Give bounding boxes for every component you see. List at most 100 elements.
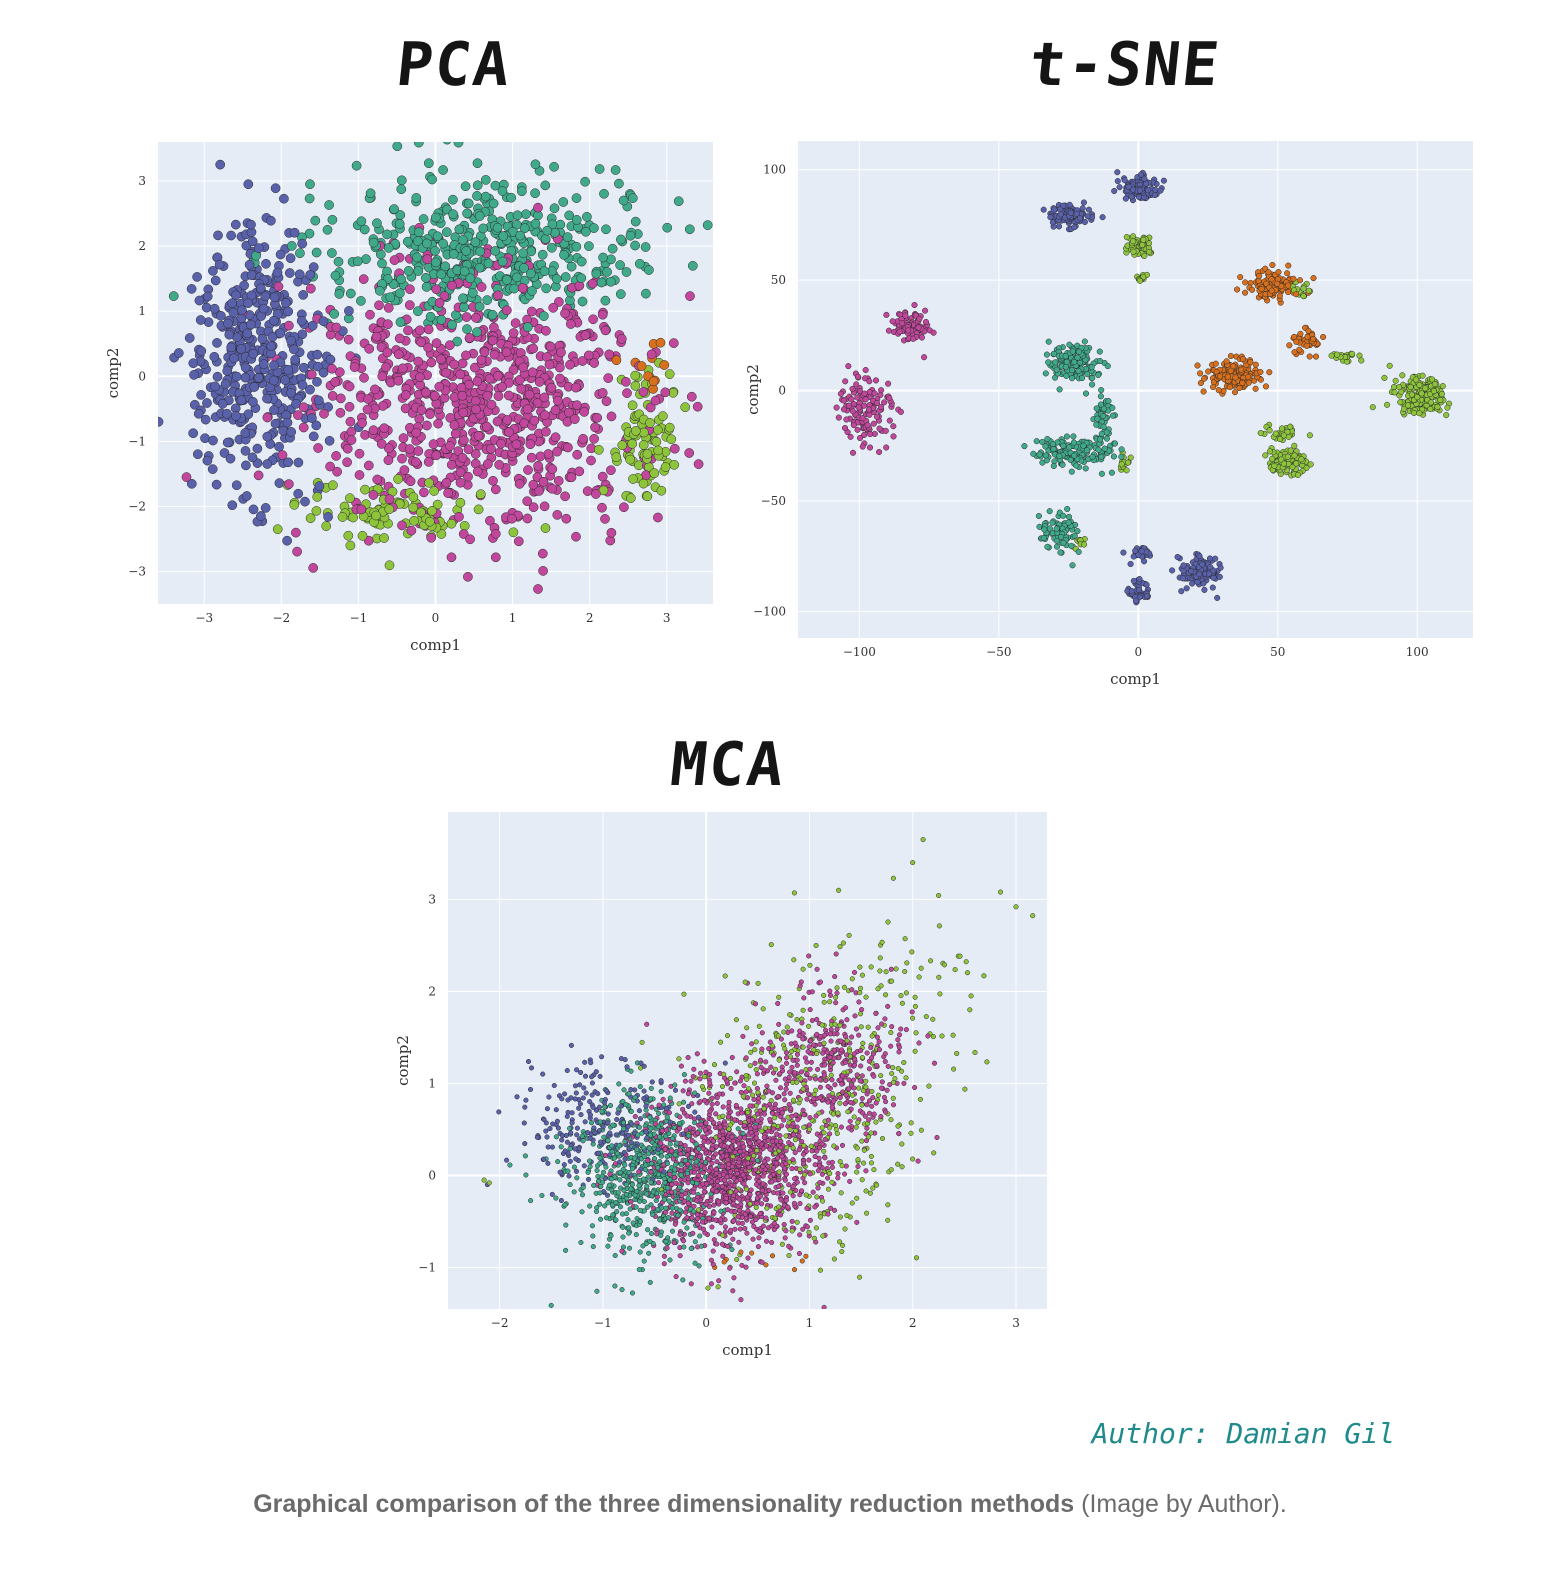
mca-point: [788, 1048, 795, 1054]
pca-point: [280, 298, 291, 308]
tsne-point: [1136, 576, 1143, 583]
pca-point: [514, 479, 525, 489]
pca-point: [257, 333, 268, 344]
tsne-point: [1212, 360, 1219, 367]
tsne-x-tick-label: −50: [986, 645, 1011, 659]
pca-point: [330, 377, 341, 387]
mca-point: [563, 1222, 569, 1228]
pca-point: [600, 295, 611, 306]
pca-point: [286, 387, 296, 398]
tsne-point: [849, 385, 856, 392]
tsne-point: [1178, 588, 1185, 595]
pca-point: [577, 296, 588, 307]
mca-point: [844, 1212, 850, 1219]
pca-point: [439, 291, 450, 301]
pca-x-tick-label: 2: [586, 611, 594, 625]
pca-point: [492, 416, 503, 427]
pca-point: [208, 266, 218, 276]
tsne-point: [1060, 442, 1067, 449]
mca-point: [817, 1145, 823, 1151]
pca-point: [418, 214, 429, 224]
pca-point: [446, 552, 457, 563]
mca-point: [909, 1009, 915, 1015]
pca-point: [526, 306, 537, 317]
mca-point: [571, 1164, 577, 1170]
tsne-point: [1105, 397, 1112, 405]
tsne-point: [1407, 383, 1414, 391]
mca-point: [744, 1230, 750, 1236]
mca-point: [769, 1253, 776, 1259]
pca-point: [248, 396, 258, 407]
pca-point: [332, 466, 342, 477]
tsne-point: [846, 402, 853, 409]
mca-point: [667, 1257, 673, 1263]
pca-point: [528, 479, 539, 490]
tsne-point: [1418, 390, 1425, 397]
tsne-point: [897, 408, 904, 415]
pca-point: [449, 420, 460, 430]
tsne-point: [835, 414, 842, 421]
tsne-point: [1284, 270, 1291, 277]
mca-point: [821, 992, 827, 998]
mca-point: [719, 1241, 725, 1247]
tsne-point: [1214, 594, 1221, 601]
pca-point: [426, 532, 437, 543]
pca-point: [524, 389, 535, 400]
pca-point: [236, 395, 247, 406]
mca-point: [806, 1122, 812, 1128]
tsne-point: [859, 443, 866, 450]
pca-point: [229, 353, 239, 364]
pca-point: [158, 416, 164, 427]
mca-point: [813, 942, 819, 949]
tsne-point: [1397, 399, 1404, 406]
pca-point: [463, 444, 474, 455]
pca-point: [361, 254, 371, 264]
mca-point: [832, 1207, 838, 1213]
tsne-point: [1109, 404, 1116, 411]
tsne-point: [1310, 275, 1317, 282]
mca-point: [821, 1072, 827, 1078]
pca-x-axis-label: comp1: [410, 636, 461, 654]
pca-point: [356, 504, 367, 515]
mca-point: [697, 1233, 703, 1239]
tsne-point: [1437, 396, 1444, 404]
pca-point: [534, 377, 545, 387]
pca-point: [275, 328, 286, 339]
mca-point: [800, 1007, 806, 1013]
pca-point: [602, 267, 612, 277]
pca-point: [449, 359, 460, 370]
mca-point: [833, 1000, 839, 1006]
tsne-point: [841, 424, 849, 432]
mca-point: [776, 1183, 782, 1190]
mca-point: [868, 1153, 874, 1159]
mca-point: [890, 875, 896, 881]
tsne-point: [840, 397, 847, 404]
tsne-point: [1128, 588, 1135, 595]
pca-point: [651, 436, 662, 447]
pca-point: [606, 411, 617, 422]
tsne-point: [1268, 287, 1275, 294]
tsne-point: [916, 315, 923, 322]
pca-y-tick-label: 2: [138, 239, 146, 253]
pca-point: [409, 515, 419, 526]
pca-point: [519, 223, 530, 234]
pca-point: [378, 401, 388, 411]
mca-point: [589, 1080, 595, 1086]
mca-point: [904, 960, 910, 966]
pca-point: [526, 452, 537, 463]
tsne-x-tick-label: −100: [843, 645, 876, 659]
tsne-point: [1141, 175, 1148, 182]
mca-point: [574, 1132, 580, 1138]
mca-point: [834, 990, 840, 996]
pca-point: [621, 267, 632, 277]
pca-point: [430, 212, 441, 223]
pca-x-tick-label: −1: [350, 611, 368, 625]
tsne-point: [1276, 435, 1284, 443]
pca-point: [560, 491, 570, 502]
mca-point: [833, 994, 839, 1000]
tsne-point: [1109, 412, 1116, 419]
pca-point: [313, 443, 323, 453]
tsne-point: [1040, 206, 1047, 213]
mca-point: [898, 993, 904, 999]
